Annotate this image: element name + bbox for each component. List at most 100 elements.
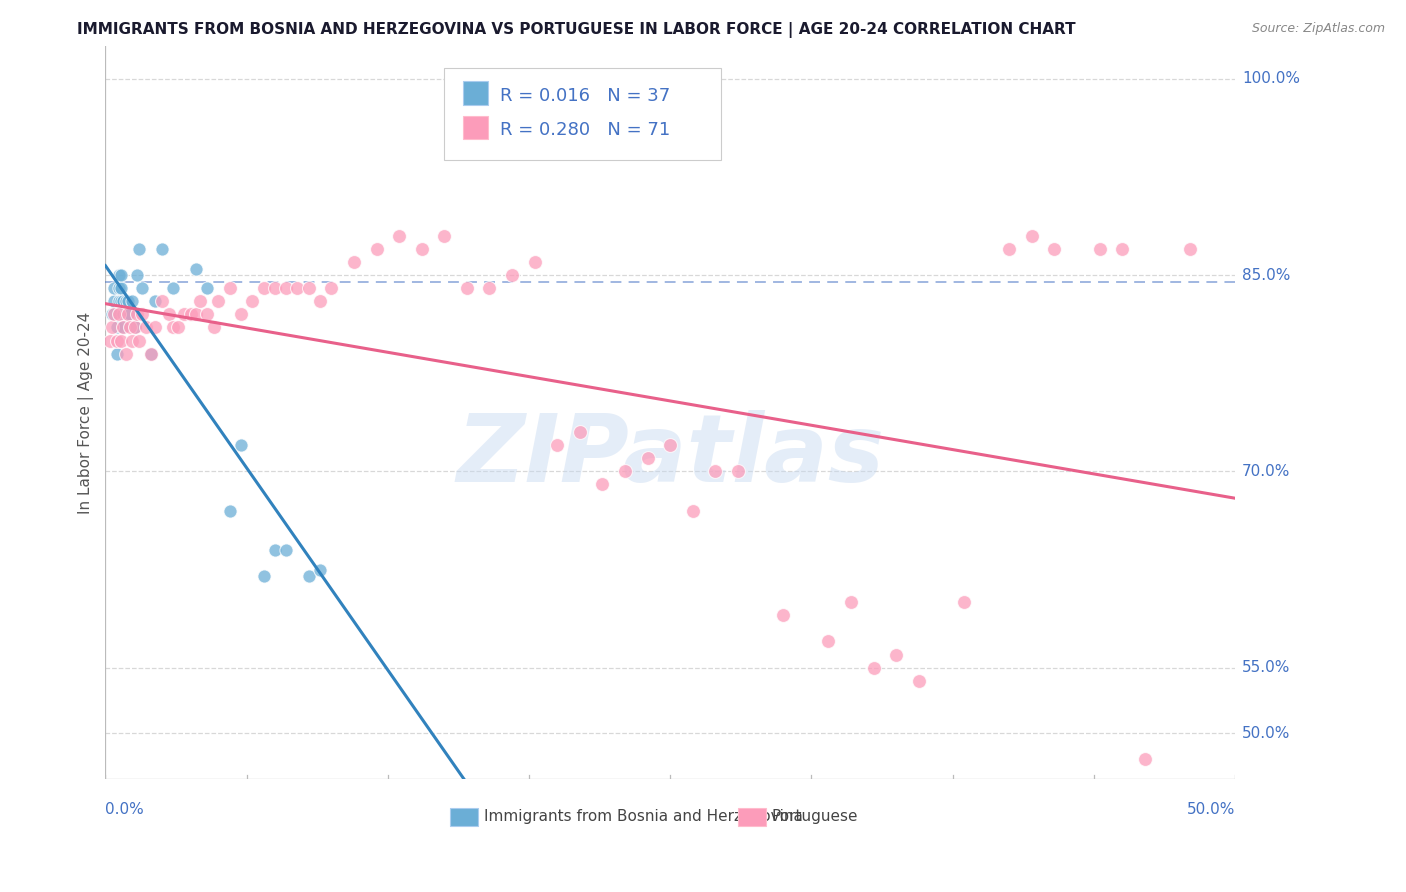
Point [117,307,139,321]
Point [114,346,136,360]
Point [388,228,411,243]
Point [139,346,162,360]
Point [166,320,188,334]
Text: R = 0.016   N = 37: R = 0.016 N = 37 [499,87,669,105]
Point [568,425,591,439]
Point [105,346,128,360]
Point [704,464,727,478]
Point [202,320,225,334]
Point [101,320,124,334]
Point [546,438,568,452]
Point [108,294,131,309]
Point [110,268,132,282]
FancyBboxPatch shape [450,808,478,827]
Point [1178,242,1201,256]
FancyBboxPatch shape [464,116,488,139]
Point [184,307,207,321]
Point [135,320,157,334]
Point [150,242,173,256]
Point [433,228,456,243]
Point [124,320,146,334]
Point [411,242,433,256]
FancyBboxPatch shape [444,68,721,160]
Point [478,281,501,295]
Point [108,268,131,282]
Point [1133,752,1156,766]
Point [862,660,884,674]
Point [817,634,839,648]
Point [188,294,211,309]
Point [124,320,146,334]
Point [276,542,298,557]
Point [105,320,128,334]
Point [150,294,173,309]
Text: 70.0%: 70.0% [1241,464,1291,479]
Point [131,307,153,321]
Point [103,294,125,309]
Point [321,281,343,295]
Text: 55.0%: 55.0% [1241,660,1291,675]
Point [1088,242,1111,256]
Point [884,648,907,662]
Point [108,281,131,295]
Point [501,268,523,282]
Point [659,438,682,452]
Point [727,464,749,478]
Point [121,294,143,309]
Text: 100.0%: 100.0% [1241,71,1301,87]
Point [229,438,252,452]
Point [103,281,125,295]
Point [637,451,659,466]
Point [143,320,166,334]
Point [162,281,184,295]
Point [101,307,124,321]
Point [1043,242,1066,256]
Point [287,281,309,295]
Point [120,320,142,334]
Text: 0.0%: 0.0% [105,803,145,817]
Point [143,294,166,309]
Point [112,294,135,309]
Point [98,334,121,348]
Point [114,307,136,321]
Point [998,242,1021,256]
Point [184,261,207,276]
Point [110,334,132,348]
Point [117,294,139,309]
FancyBboxPatch shape [464,81,488,105]
Point [180,307,202,321]
Point [772,608,794,623]
Point [162,320,184,334]
Text: Source: ZipAtlas.com: Source: ZipAtlas.com [1251,22,1385,36]
Text: 85.0%: 85.0% [1241,268,1291,283]
Point [125,268,148,282]
Point [907,673,929,688]
Point [139,346,162,360]
Point [112,320,135,334]
Point [252,569,274,583]
Point [343,255,366,269]
Point [614,464,637,478]
Point [103,307,125,321]
Point [131,281,153,295]
Point [1111,242,1133,256]
Point [1021,228,1043,243]
Point [263,281,285,295]
Point [157,307,180,321]
Point [682,503,704,517]
Point [309,294,332,309]
Text: R = 0.280   N = 71: R = 0.280 N = 71 [499,121,669,139]
Point [110,281,132,295]
Point [195,307,218,321]
Point [298,281,321,295]
Point [953,595,976,609]
Point [120,307,142,321]
Point [523,255,546,269]
Point [229,307,252,321]
Point [173,307,195,321]
Text: 50.0%: 50.0% [1187,803,1234,817]
Point [252,281,274,295]
Point [218,503,240,517]
Point [218,281,240,295]
Point [108,307,131,321]
